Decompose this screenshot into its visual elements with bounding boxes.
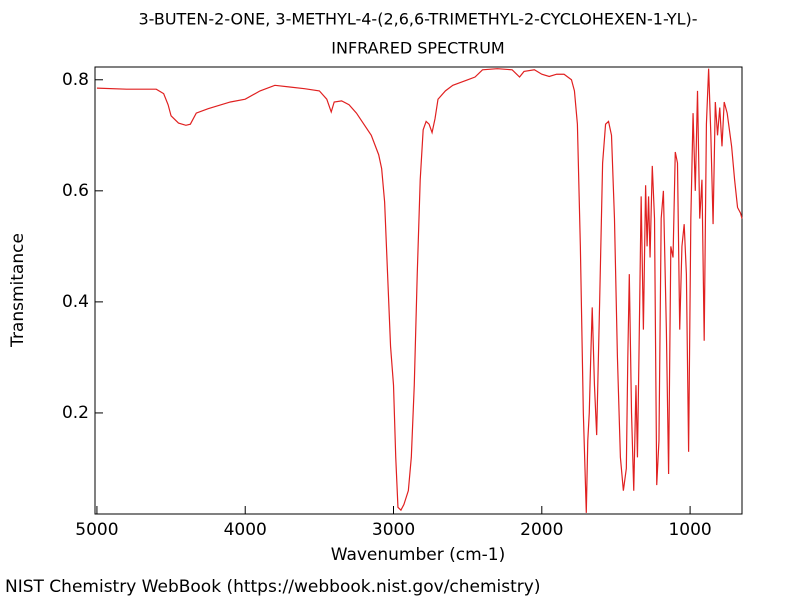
- x-tick-label: 2000: [520, 520, 563, 540]
- y-tick-label: 0.2: [62, 403, 89, 423]
- x-axis-label: Wavenumber (cm-1): [331, 545, 506, 565]
- y-tick-label: 0.6: [62, 181, 89, 201]
- y-tick-label: 0.8: [62, 70, 89, 90]
- x-tick-label: 3000: [372, 520, 415, 540]
- chart-subtitle: INFRARED SPECTRUM: [331, 39, 504, 58]
- spectrum-line: [96, 68, 743, 513]
- y-tick-label: 0.4: [62, 292, 89, 312]
- x-tick-label: 5000: [75, 520, 118, 540]
- y-axis-label: Transmitance: [8, 233, 28, 348]
- plot-frame: [94, 66, 743, 515]
- source-note: NIST Chemistry WebBook (https://webbook.…: [5, 577, 540, 597]
- chart-title: 3-BUTEN-2-ONE, 3-METHYL-4-(2,6,6-TRIMETH…: [138, 10, 697, 29]
- x-tick-label: 1000: [668, 520, 711, 540]
- x-tick-label: 4000: [224, 520, 267, 540]
